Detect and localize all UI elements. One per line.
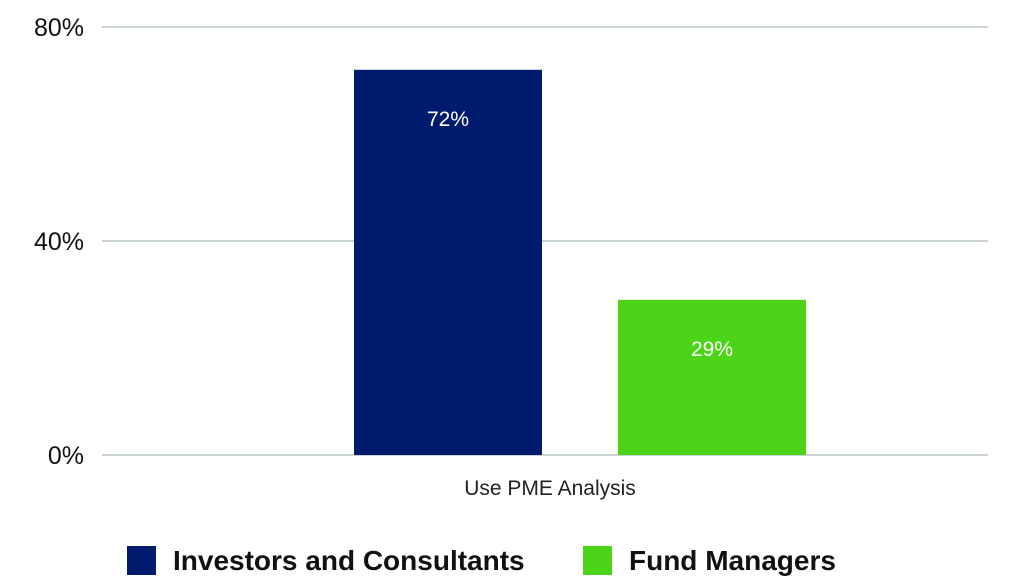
bar-value-label: 29% [691,338,733,361]
legend-label: Investors and Consultants [173,545,525,576]
bar [618,299,806,455]
legend-swatch [583,546,612,575]
y-tick-label: 0% [48,442,84,470]
y-tick-label: 40% [34,228,84,256]
x-category-label: Use PME Analysis [464,477,636,500]
x-axis-categories: Use PME Analysis [464,477,636,500]
legend-swatch [127,546,156,575]
legend: Investors and Consultants Fund Managers [127,545,836,576]
y-axis-ticks: 0% 40% 80% [34,14,84,470]
y-tick-label: 80% [34,14,84,42]
bar-value-label: 72% [427,108,469,131]
legend-label: Fund Managers [629,545,836,576]
gridlines [102,26,988,456]
bars: 72% 29% [354,69,806,456]
bar [354,69,542,456]
